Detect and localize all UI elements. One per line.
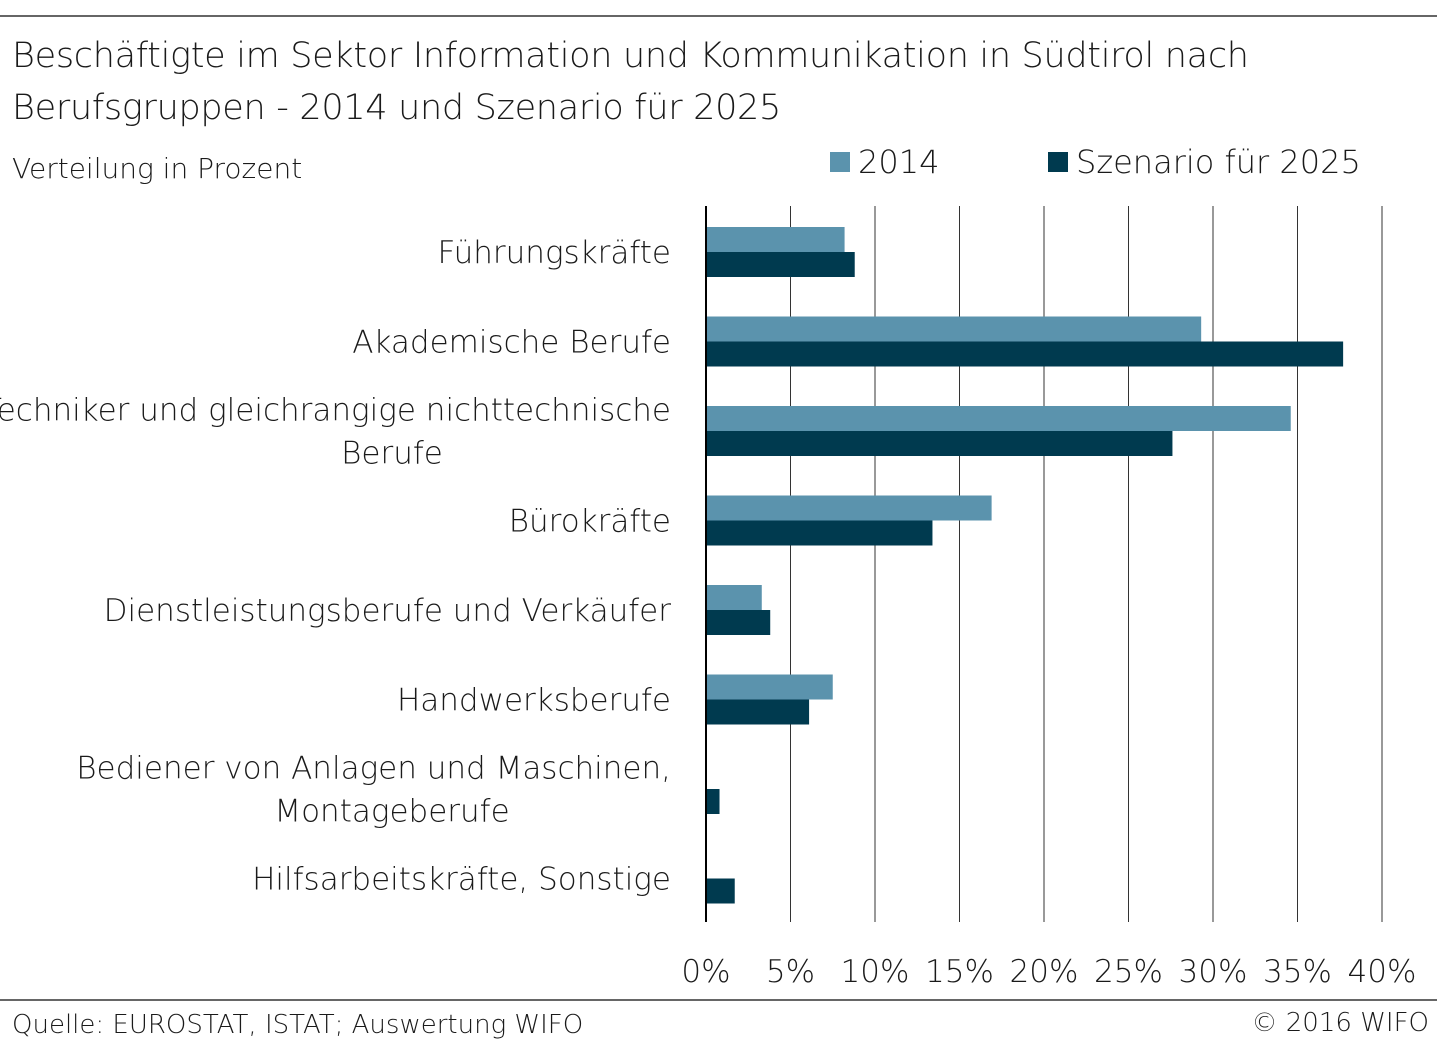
bar-2014-3	[706, 406, 1291, 431]
category-label-3-line-1: Techniker und gleichrangige nichttechnis…	[0, 393, 671, 429]
bar-2025-2	[706, 341, 1344, 367]
bar-2025-6	[706, 699, 810, 725]
chart-title: Beschäftigte im Sektor Information und K…	[12, 30, 1412, 134]
x-tick-label-40: 40%	[1348, 954, 1417, 990]
category-label-4-line-1: Bürokräfte	[509, 504, 671, 540]
x-tick-label-30: 30%	[1179, 954, 1248, 990]
chart-title-line-2: Berufsgruppen - 2014 und Szenario für 20…	[12, 88, 781, 128]
bar-2014-5	[706, 585, 762, 610]
category-label-6-line-1: Handwerksberufe	[397, 683, 671, 719]
bar-2025-1	[706, 252, 855, 277]
category-label-8-line-1: Hilfsarbeitskräfte, Sonstige	[252, 862, 671, 898]
x-tick-label-5: 5%	[766, 954, 815, 990]
bar-2014-2	[706, 316, 1202, 342]
x-tick-label-20: 20%	[1010, 954, 1079, 990]
category-label-7-line-1: Bediener von Anlagen und Maschinen,	[76, 751, 671, 787]
legend-label-2014: 2014	[858, 143, 940, 181]
x-tick-label-10: 10%	[841, 954, 910, 990]
legend-item-2025: Szenario für 2025	[1048, 140, 1361, 184]
bar-2025-3	[706, 431, 1173, 456]
top-rule	[0, 15, 1437, 17]
category-label-2-line-1: Akademische Berufe	[352, 325, 671, 361]
chart-subtitle: Verteilung in Prozent	[12, 152, 303, 185]
copyright-note: © 2016 WIFO	[1251, 1008, 1430, 1038]
chart-title-line-1: Beschäftigte im Sektor Information und K…	[12, 36, 1249, 76]
bar-2025-8	[706, 878, 735, 904]
legend-item-2014: 2014	[830, 140, 939, 184]
bottom-rule	[0, 999, 1437, 1001]
bar-2014-1	[706, 227, 845, 252]
category-label-5-line-1: Dienstleistungsberufe und Verkäufer	[104, 593, 672, 629]
x-tick-label-15: 15%	[925, 954, 994, 990]
bar-2025-7	[706, 789, 720, 814]
bar-2025-5	[706, 610, 771, 635]
bar-2014-6	[706, 674, 833, 700]
legend-swatch-2025	[1048, 152, 1068, 172]
source-note: Quelle: EUROSTAT, ISTAT; Auswertung WIFO	[12, 1010, 584, 1040]
x-tick-label-0: 0%	[681, 954, 730, 990]
category-label-3-line-2: Berufe	[341, 436, 443, 472]
legend-label-2025: Szenario für 2025	[1076, 143, 1361, 181]
category-label-7-line-2: Montageberufe	[274, 794, 509, 830]
x-tick-label-35: 35%	[1263, 954, 1332, 990]
x-tick-label-25: 25%	[1094, 954, 1163, 990]
legend-swatch-2014	[830, 152, 850, 172]
bar-2014-4	[706, 495, 992, 521]
category-label-1-line-1: Führungskräfte	[437, 235, 671, 271]
bar-2025-4	[706, 520, 933, 546]
